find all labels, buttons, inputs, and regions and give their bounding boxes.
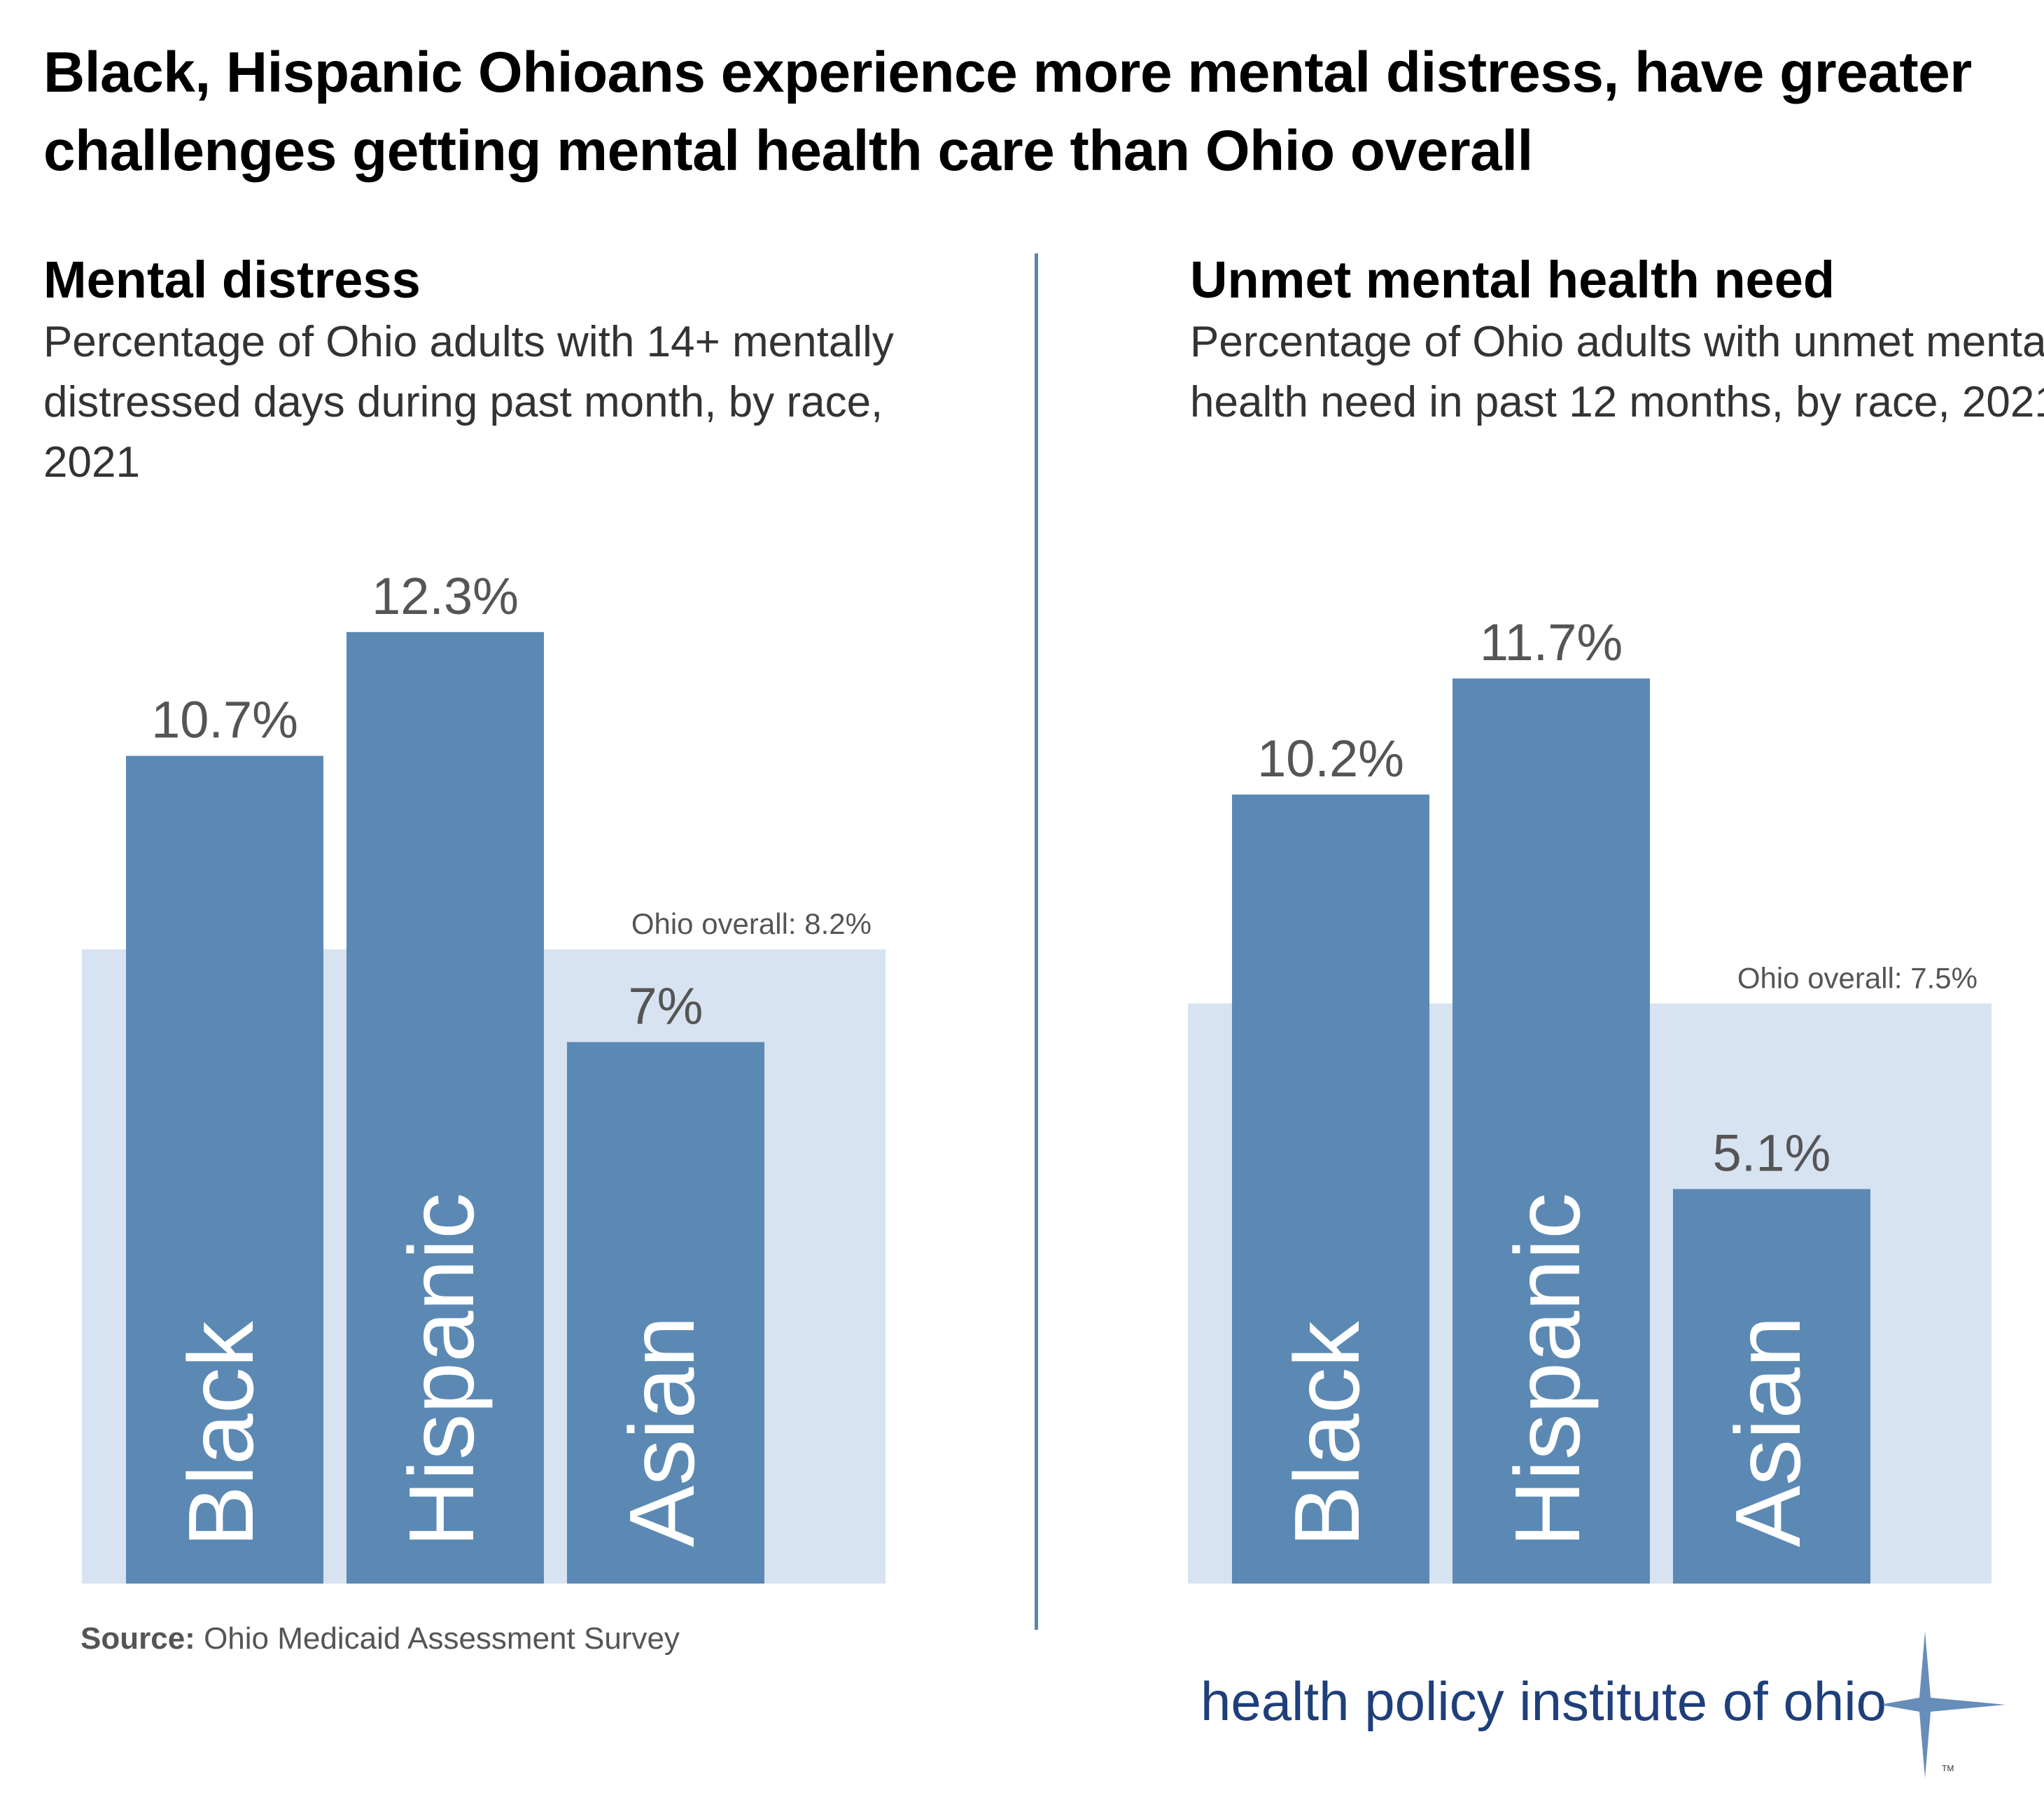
mental-distress-overall-label: Ohio overall: 8.2% bbox=[631, 907, 872, 940]
source-label: Source: bbox=[80, 1621, 195, 1656]
unmet-need-value-label-asian: 5.1% bbox=[1713, 1124, 1831, 1182]
mental-distress-subtitle: Percentage of Ohio adults with 14+ menta… bbox=[43, 318, 894, 487]
brand-name: health policy institute of ohio bbox=[1200, 1670, 1886, 1732]
mental-distress-bar-asian bbox=[567, 1042, 764, 1584]
unmet-need-category-label-black: Black bbox=[1275, 1320, 1378, 1547]
mental-distress-value-label-asian: 7% bbox=[629, 977, 704, 1035]
mental-distress-category-label-black: Black bbox=[169, 1320, 272, 1547]
source-note: Source: Ohio Medicaid Assessment Survey bbox=[80, 1621, 680, 1656]
unmet-need-bar-hispanic bbox=[1452, 678, 1650, 1584]
mental-distress-category-label-hispanic: Hispanic bbox=[390, 1193, 493, 1547]
unmet-need-category-label-asian: Asian bbox=[1716, 1316, 1819, 1547]
unmet-need-overall-label: Ohio overall: 7.5% bbox=[1737, 961, 1977, 994]
unmet-need-chart: Ohio overall: 7.5% 10.2% Black 11.7% Hispani… bbox=[1188, 613, 1991, 1584]
unmet-need-bar-asian bbox=[1673, 1189, 1870, 1584]
mental-distress-value-label-hispanic: 12.3% bbox=[372, 567, 519, 625]
mental-distress-chart: Ohio overall: 8.2% 10.7% Black 12.3% Hispani… bbox=[82, 567, 886, 1584]
mental-distress-bar-hispanic bbox=[346, 631, 544, 1584]
mental-distress-category-label-asian: Asian bbox=[610, 1316, 713, 1547]
svg-text:TM: TM bbox=[1942, 1763, 1954, 1773]
mental-distress-title: Mental distress bbox=[43, 251, 421, 309]
unmet-need-bar-black bbox=[1232, 794, 1429, 1584]
unmet-need-category-label-hispanic: Hispanic bbox=[1496, 1193, 1599, 1547]
source-text: Ohio Medicaid Assessment Survey bbox=[204, 1621, 680, 1656]
unmet-need-value-label-black: 10.2% bbox=[1257, 729, 1404, 788]
compass-star-icon: TM bbox=[1883, 1631, 2005, 1778]
unmet-need-value-label-hispanic: 11.7% bbox=[1480, 613, 1623, 671]
mental-distress-value-label-black: 10.7% bbox=[151, 691, 298, 749]
mental-distress-bar-black bbox=[126, 755, 323, 1584]
panel-divider bbox=[1035, 253, 1038, 1630]
unmet-need-title: Unmet mental health need bbox=[1190, 251, 1835, 309]
main-title: Black, Hispanic Ohioans experience more … bbox=[43, 41, 1972, 183]
unmet-need-subtitle: Percentage of Ohio adults with unmet men… bbox=[1190, 318, 2044, 426]
